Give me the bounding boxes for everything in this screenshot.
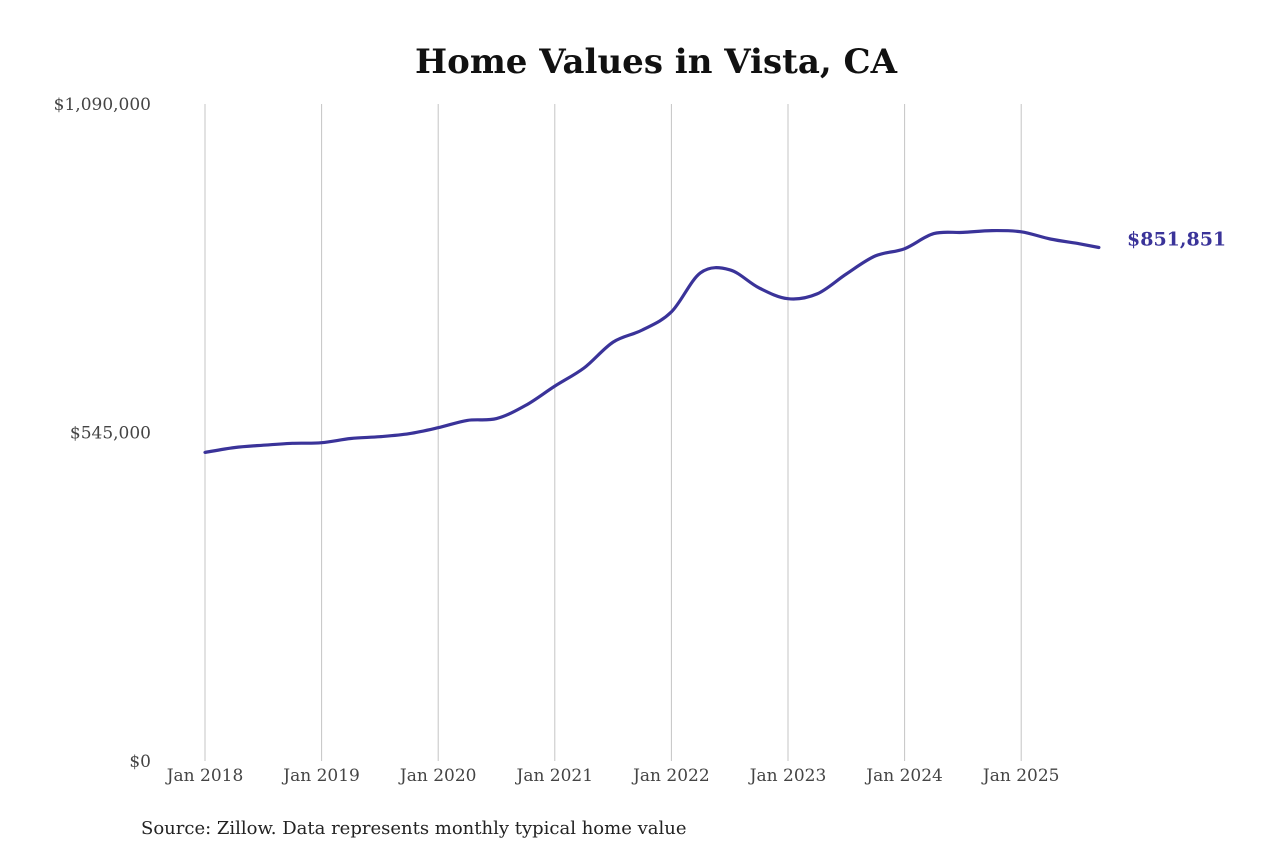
x-tick-label: Jan 2021 bbox=[515, 766, 594, 786]
x-tick-label: Jan 2025 bbox=[981, 766, 1060, 786]
y-tick-label: $1,090,000 bbox=[54, 95, 151, 115]
chart-title: Home Values in Vista, CA bbox=[415, 42, 898, 82]
x-tick-label: Jan 2024 bbox=[864, 766, 943, 786]
end-value-label: $851,851 bbox=[1127, 229, 1226, 251]
gridlines bbox=[204, 104, 1022, 761]
x-tick-label: Jan 2018 bbox=[165, 766, 244, 786]
x-axis: Jan 2018 Jan 2019 Jan 2020 Jan 2021 Jan 2022… bbox=[165, 766, 1060, 786]
y-tick-label: $545,000 bbox=[70, 424, 151, 444]
series-layer bbox=[203, 228, 1101, 454]
series-line-home-value bbox=[203, 228, 1101, 454]
y-tick-label: $0 bbox=[129, 752, 151, 772]
x-tick-label: Jan 2020 bbox=[398, 766, 477, 786]
y-axis: $0 $545,000 $1,090,000 bbox=[54, 95, 151, 772]
source-note: Source: Zillow. Data represents monthly … bbox=[141, 818, 687, 839]
x-tick-label: Jan 2023 bbox=[748, 766, 827, 786]
x-tick-label: Jan 2022 bbox=[631, 766, 710, 786]
x-tick-label: Jan 2019 bbox=[281, 766, 360, 786]
